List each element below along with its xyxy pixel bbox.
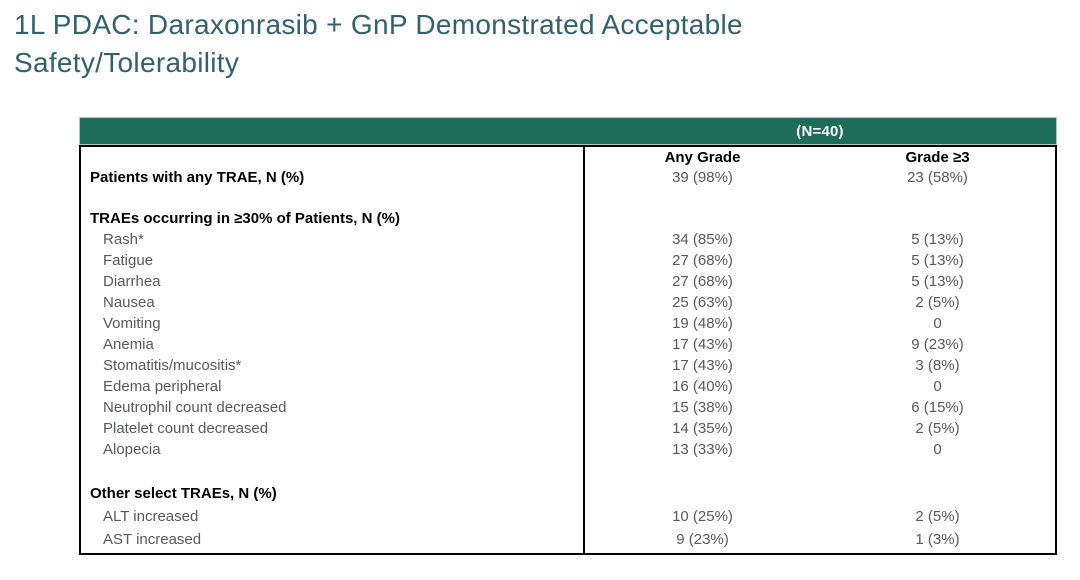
table-row: Rash* 34 (85%) 5 (13%) xyxy=(81,229,1055,250)
table-row: Diarrhea 27 (68%) 5 (13%) xyxy=(81,271,1055,292)
column-header-grade-ge3: Grade ≥3 xyxy=(905,148,970,166)
row-label: Edema peripheral xyxy=(103,378,222,395)
any-grade-value: 15 (38%) xyxy=(672,399,733,416)
row-label: Fatigue xyxy=(103,252,154,269)
grade-ge3-value: 2 (5%) xyxy=(915,294,960,311)
any-grade-value: 25 (63%) xyxy=(672,294,733,311)
grade-ge3-value: 5 (13%) xyxy=(911,273,964,290)
row-label: AST increased xyxy=(103,531,202,548)
row-label: Vomiting xyxy=(103,315,161,332)
table-row: Platelet count decreased 14 (35%) 2 (5%) xyxy=(81,418,1055,439)
any-grade-value: 17 (43%) xyxy=(672,336,733,353)
grade-ge3-value: 5 (13%) xyxy=(911,231,964,248)
table-row: Neutrophil count decreased 15 (38%) 6 (1… xyxy=(81,397,1055,418)
row-label: Platelet count decreased xyxy=(103,420,269,437)
page-title-line-2: Safety/Tolerability xyxy=(14,47,240,78)
any-grade-value: 17 (43%) xyxy=(672,357,733,374)
grade-ge3-value: 0 xyxy=(933,378,942,395)
any-grade-value: 27 (68%) xyxy=(672,252,733,269)
grade-ge3-value: 23 (58%) xyxy=(907,169,968,186)
row-label: Patients with any TRAE, N (%) xyxy=(90,169,305,186)
grade-ge3-value: 0 xyxy=(933,315,942,332)
table-row: Edema peripheral 16 (40%) 0 xyxy=(81,376,1055,397)
row-label: Rash* xyxy=(103,231,144,248)
table-group-header-bar: (N=40) xyxy=(79,117,1057,145)
any-grade-value: 10 (25%) xyxy=(672,508,733,525)
row-label: Alopecia xyxy=(103,441,161,458)
table-row: ALT increased 10 (25%) 2 (5%) xyxy=(81,505,1055,528)
row-label: ALT increased xyxy=(103,508,199,525)
cohort-size-label: (N=40) xyxy=(796,122,844,140)
table-row: Patients with any TRAE, N (%) 39 (98%) 2… xyxy=(81,167,1055,188)
any-grade-value: 39 (98%) xyxy=(672,169,733,186)
table-row: Stomatitis/mucositis* 17 (43%) 3 (8%) xyxy=(81,355,1055,376)
row-label: Other select TRAEs, N (%) xyxy=(90,485,277,502)
table-row: Vomiting 19 (48%) 0 xyxy=(81,313,1055,334)
spacer-row xyxy=(81,188,1055,208)
row-label: Diarrhea xyxy=(103,273,161,290)
table-row: TRAEs occurring in ≥30% of Patients, N (… xyxy=(81,208,1055,229)
row-label: Stomatitis/mucositis* xyxy=(103,357,242,374)
page-title: 1L PDAC: Daraxonrasib + GnP Demonstrated… xyxy=(14,6,854,82)
any-grade-value: 19 (48%) xyxy=(672,315,733,332)
any-grade-value: 27 (68%) xyxy=(672,273,733,290)
column-header-row: Any Grade Grade ≥3 xyxy=(81,147,1055,167)
table-row: Nausea 25 (63%) 2 (5%) xyxy=(81,292,1055,313)
table-row: Other select TRAEs, N (%) xyxy=(81,482,1055,505)
row-label: Nausea xyxy=(103,294,155,311)
any-grade-value: 14 (35%) xyxy=(672,420,733,437)
table-row: AST increased 9 (23%) 1 (3%) xyxy=(81,528,1055,551)
grade-ge3-value: 6 (15%) xyxy=(911,399,964,416)
table-row: Alopecia 13 (33%) 0 xyxy=(81,439,1055,460)
any-grade-value: 34 (85%) xyxy=(672,231,733,248)
table-body: Any Grade Grade ≥3 Patients with any TRA… xyxy=(79,145,1057,555)
page-title-line-1: 1L PDAC: Daraxonrasib + GnP Demonstrated… xyxy=(14,9,743,40)
any-grade-value: 9 (23%) xyxy=(676,531,729,548)
grade-ge3-value: 1 (3%) xyxy=(915,531,960,548)
row-label: TRAEs occurring in ≥30% of Patients, N (… xyxy=(90,210,400,227)
column-divider xyxy=(583,147,585,553)
grade-ge3-value: 2 (5%) xyxy=(915,420,960,437)
row-label: Neutrophil count decreased xyxy=(103,399,287,416)
table-row: Fatigue 27 (68%) 5 (13%) xyxy=(81,250,1055,271)
grade-ge3-value: 9 (23%) xyxy=(911,336,964,353)
any-grade-value: 16 (40%) xyxy=(672,378,733,395)
grade-ge3-value: 3 (8%) xyxy=(915,357,960,374)
table-row: Anemia 17 (43%) 9 (23%) xyxy=(81,334,1055,355)
row-label: Anemia xyxy=(103,336,154,353)
grade-ge3-value: 2 (5%) xyxy=(915,508,960,525)
safety-table: (N=40) Any Grade Grade ≥3 Patients with … xyxy=(79,117,1057,555)
column-header-any-grade: Any Grade xyxy=(664,148,741,166)
any-grade-value: 13 (33%) xyxy=(672,441,733,458)
grade-ge3-value: 0 xyxy=(933,441,942,458)
grade-ge3-value: 5 (13%) xyxy=(911,252,964,269)
spacer-row xyxy=(81,460,1055,482)
